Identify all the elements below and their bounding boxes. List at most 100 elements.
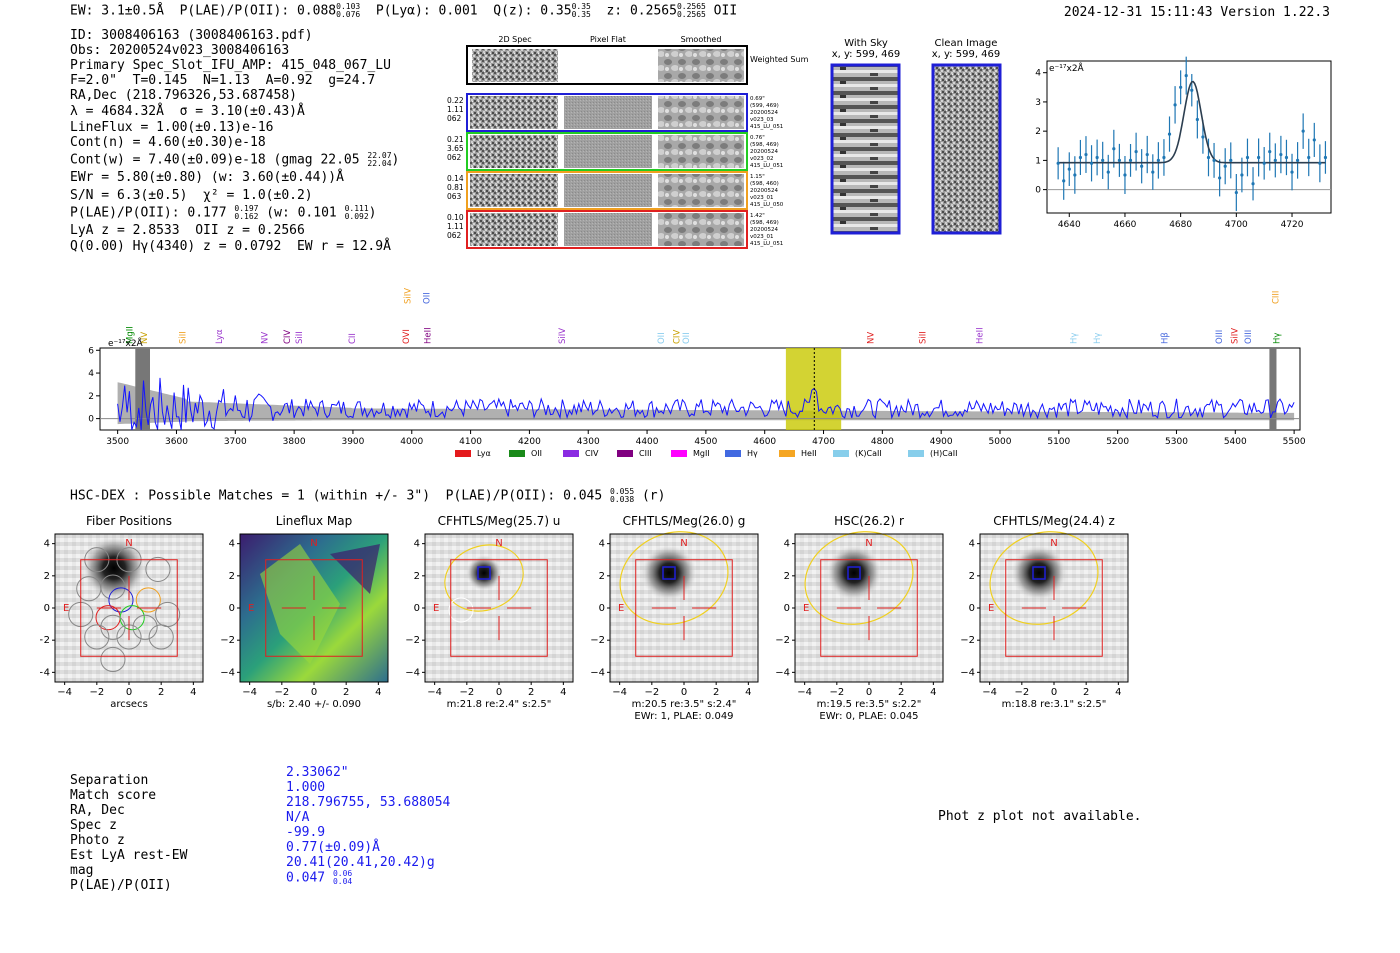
- panel-xlabel: m:18.8 re:3.1" s:2.5": [1002, 699, 1107, 710]
- cutout-row-stat: 1.11: [447, 222, 464, 231]
- spectrum-xtick-label: 3900: [341, 437, 364, 447]
- line-fit-point: [1162, 155, 1166, 160]
- compass-east: E: [988, 603, 994, 614]
- panel-ytick-label: 4: [229, 539, 235, 550]
- match-marker: [847, 566, 861, 580]
- panel-title: Fiber Positions: [86, 514, 172, 528]
- cutout-2dspec: [470, 213, 558, 246]
- cutout-row-meta: (598, 469): [750, 142, 779, 148]
- match-marker: [1032, 566, 1046, 580]
- spectrum-xtick-label: 5300: [1165, 437, 1188, 447]
- masked-region-right: [1269, 348, 1277, 430]
- fiber-circle: [108, 587, 134, 613]
- line-fit-point: [1179, 85, 1183, 89]
- cutout-panel: 2D Spec Pixel Flat Smoothed Weighted Sum…: [447, 35, 809, 249]
- fiber-circle: [148, 624, 174, 650]
- line-fit-point: [1295, 158, 1300, 162]
- fiber-circle: [135, 587, 161, 613]
- line-fit-point: [1089, 161, 1094, 165]
- header-plae-range: 0.103 0.076: [336, 2, 361, 19]
- with-sky-image: [830, 63, 901, 235]
- spectral-line-label: SiII: [295, 331, 305, 344]
- search-box: [1005, 559, 1103, 657]
- line-fit-point: [1123, 173, 1127, 177]
- line-fit-point: [1301, 129, 1305, 133]
- cutout-row-meta: v023_03: [750, 117, 774, 123]
- source-galaxy: [466, 555, 502, 591]
- line-fit-point: [1206, 155, 1211, 160]
- info-params: F=2.0" T=0.145 N=1.13 A=0.92 g=24.7: [70, 73, 376, 88]
- header-ew: EW: 3.1±0.5Å: [70, 3, 164, 19]
- search-box: [820, 559, 918, 657]
- cutout-row-meta: 415_LU_051: [750, 241, 783, 247]
- source-galaxy: [1011, 545, 1067, 601]
- panel-ytick-label: −2: [590, 635, 605, 646]
- line-fit-point: [1056, 161, 1060, 165]
- line-fit-point: [1201, 135, 1205, 139]
- match-value: -99.9: [286, 825, 326, 840]
- spectrum-xtick-label: 4800: [871, 437, 894, 447]
- panel-ytick-label: 0: [229, 603, 235, 614]
- line-fit-xtick-label: 4680: [1169, 220, 1192, 230]
- spectral-line-label: HeII: [975, 327, 985, 344]
- legend-label: CIV: [585, 449, 599, 458]
- spectrum-xtick-label: 5100: [1047, 437, 1070, 447]
- sky-images: [830, 63, 1002, 235]
- cutout-row-meta: 20200524: [750, 188, 778, 194]
- panel-ytick-label: 2: [599, 571, 605, 582]
- plae-w-range: 0.111 0.092: [344, 204, 369, 221]
- panel-xtick-label: −4: [612, 687, 627, 698]
- panel-title: CFHTLS/Meg(26.0) g: [623, 514, 746, 528]
- panel-xtick-label: 4: [1115, 687, 1121, 698]
- match-row: Match score 1.000: [70, 780, 325, 803]
- compass-east: E: [618, 603, 624, 614]
- info-contn: Cont(n) = 4.60(±0.30)e-18: [70, 135, 266, 150]
- info-primary: Primary Spec_Slot_IFU_AMP: 415_048_067_L…: [70, 58, 391, 73]
- line-fit-xtick-label: 4660: [1114, 220, 1137, 230]
- cutout-smoothed: [658, 96, 744, 129]
- panel-xtick-label: 0: [496, 687, 502, 698]
- spectrum-flux: [117, 377, 1295, 431]
- clean-image: [931, 63, 1002, 235]
- line-fit-point: [1284, 155, 1289, 160]
- match-row: Photo z -99.9: [70, 825, 325, 848]
- panel-xtick-label: −4: [57, 687, 72, 698]
- panel-xtick-label: 2: [343, 687, 349, 698]
- source-galaxy: [826, 545, 882, 601]
- match-value: 218.796755, 53.688054: [286, 795, 451, 810]
- panel-title: Lineflux Map: [276, 514, 352, 528]
- info-contw: Cont(w) = 7.40(±0.09)e-18 (gmag 22.05 22…: [70, 151, 400, 168]
- panel-xtick-label: 4: [375, 687, 381, 698]
- spectrum-xtick-label: 5400: [1224, 437, 1247, 447]
- line-fit-point: [1117, 158, 1121, 162]
- timestamp: 2024-12-31 15:11:43 Version 1.22.3: [1064, 5, 1330, 20]
- match-key: Spec z: [70, 818, 117, 833]
- match-key: mag: [70, 863, 94, 878]
- info-lya: LyA z = 2.8533 OII z = 0.2566: [70, 223, 305, 238]
- spectrum-xtick-label: 3600: [165, 437, 188, 447]
- compass-north: N: [495, 538, 502, 549]
- panel-title: CFHTLS/Meg(24.4) z: [993, 514, 1115, 528]
- cutout-row-stat: 0.10: [447, 213, 464, 222]
- fiber-circle: [100, 614, 126, 640]
- spectrum-xtick-label: 4300: [577, 437, 600, 447]
- spectrum-ytick-label: 4: [88, 369, 94, 379]
- spectral-line-label: SiIV: [558, 328, 568, 344]
- panel-ytick-label: −2: [405, 635, 420, 646]
- spectral-line-label: OII: [422, 292, 432, 304]
- line-fit-point: [1067, 167, 1071, 171]
- line-fit-axes: [1046, 60, 1332, 214]
- cutout-row-stat: 0.21: [447, 135, 464, 144]
- line-fit-point: [1140, 164, 1144, 168]
- fiber-circle: [100, 646, 126, 673]
- legend-label: MgII: [693, 449, 710, 458]
- spectral-line-label: SiIV: [1231, 328, 1241, 344]
- cutout-row-meta: 20200524: [750, 227, 778, 233]
- line-fit-point: [1112, 147, 1116, 151]
- line-fit-point: [1273, 158, 1277, 162]
- spectral-line-label: MgII: [125, 326, 135, 344]
- panel-ytick-label: 4: [44, 539, 50, 550]
- cutout-row-stat: 1.11: [447, 105, 464, 114]
- spectrum-xtick-label: 4200: [518, 437, 541, 447]
